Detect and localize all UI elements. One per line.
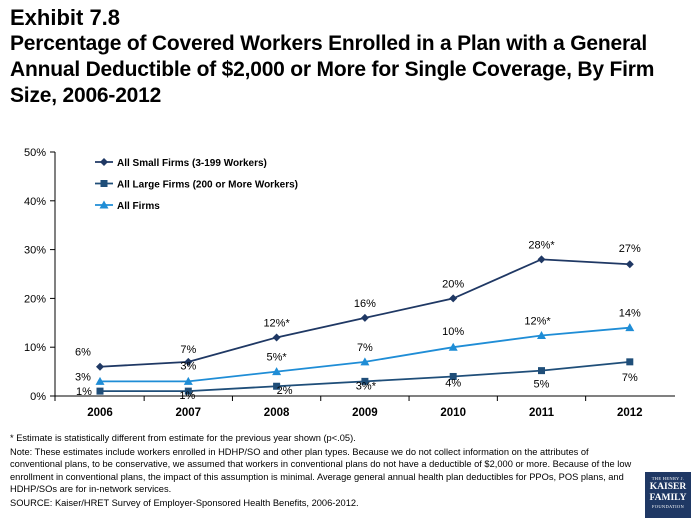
data-label: 27% bbox=[619, 243, 641, 255]
data-label: 1% bbox=[76, 386, 92, 398]
asterisk-note: * Estimate is statistically different fr… bbox=[10, 433, 356, 443]
legend-label: All Firms bbox=[117, 201, 160, 212]
data-label: 20% bbox=[442, 278, 464, 290]
data-point bbox=[272, 367, 282, 376]
x-tick-label: 2006 bbox=[87, 407, 113, 419]
exhibit-label: Exhibit 7.8 bbox=[10, 5, 121, 30]
y-tick-label: 10% bbox=[24, 342, 46, 354]
data-label: 12%* bbox=[524, 315, 551, 327]
chart-title: Percentage of Covered Workers Enrolled i… bbox=[10, 32, 655, 107]
x-tick-label: 2008 bbox=[264, 407, 290, 419]
x-tick-label: 2007 bbox=[176, 407, 202, 419]
legend-marker bbox=[100, 158, 108, 166]
data-label: 3% bbox=[75, 371, 91, 383]
y-tick-label: 0% bbox=[30, 391, 46, 403]
legend-label: All Small Firms (3-199 Workers) bbox=[117, 158, 267, 169]
data-point bbox=[184, 387, 192, 395]
y-tick-label: 40% bbox=[24, 196, 46, 208]
logo-line3: FOUNDATION bbox=[652, 504, 684, 509]
y-tick-label: 50% bbox=[24, 147, 46, 159]
data-label: 5% bbox=[534, 379, 550, 391]
logo-line2a: KAISER bbox=[649, 482, 687, 492]
data-label: 7% bbox=[622, 372, 638, 384]
data-label: 10% bbox=[442, 326, 464, 338]
data-point bbox=[625, 260, 634, 269]
data-point bbox=[538, 367, 545, 375]
data-label: 14% bbox=[619, 308, 641, 320]
line-chart: 0% 10% 20% 30% 40% 50% 2006 2007 2008 2009 2010 201… bbox=[24, 147, 675, 419]
data-label: 7% bbox=[357, 342, 373, 354]
x-tick-label: 2010 bbox=[440, 407, 466, 419]
data-point bbox=[184, 357, 193, 366]
data-point bbox=[625, 323, 635, 332]
data-point bbox=[537, 330, 546, 339]
data-label: 7% bbox=[180, 344, 196, 356]
data-point bbox=[449, 372, 457, 380]
data-point bbox=[360, 357, 370, 366]
data-point bbox=[626, 358, 634, 366]
data-label: 28%* bbox=[528, 239, 555, 251]
data-point bbox=[272, 333, 281, 342]
data-label: 3%* bbox=[356, 380, 377, 392]
data-label: 12%* bbox=[263, 317, 290, 329]
data-point bbox=[449, 294, 458, 303]
methodology-note: Note: These estimates include workers en… bbox=[10, 447, 632, 494]
data-point bbox=[448, 342, 458, 351]
data-label: 3% bbox=[180, 360, 196, 372]
title-block: Exhibit 7.8 Percentage of Covered Worker… bbox=[10, 5, 690, 109]
y-tick-label: 20% bbox=[24, 293, 46, 305]
data-label: 1% bbox=[179, 390, 195, 402]
data-point bbox=[96, 387, 104, 395]
logo-line1: THE HENRY J. bbox=[651, 476, 685, 481]
logo-line2b: FAMILY bbox=[649, 493, 687, 503]
data-label: 6% bbox=[75, 347, 91, 359]
data-label: 5%* bbox=[267, 352, 288, 364]
data-point bbox=[360, 313, 369, 322]
data-point bbox=[361, 377, 369, 385]
x-tick-label: 2012 bbox=[617, 407, 643, 419]
data-point bbox=[537, 255, 546, 264]
data-point bbox=[183, 376, 193, 385]
legend-marker bbox=[100, 180, 108, 187]
kff-logo: THE HENRY J. KAISER FAMILY FOUNDATION bbox=[645, 472, 691, 518]
y-tick-label: 30% bbox=[24, 245, 46, 257]
x-tick-label: 2011 bbox=[529, 407, 555, 419]
x-tick-label: 2009 bbox=[352, 407, 378, 419]
notes-section: * Estimate is statistically different fr… bbox=[10, 432, 640, 511]
legend-label: All Large Firms (200 or More Workers) bbox=[117, 180, 298, 191]
source-note: SOURCE: Kaiser/HRET Survey of Employer-S… bbox=[10, 498, 359, 509]
data-point bbox=[273, 382, 281, 390]
data-label: 16% bbox=[354, 298, 376, 310]
data-label: 2% bbox=[277, 385, 293, 397]
data-point bbox=[96, 362, 104, 371]
data-point bbox=[95, 376, 105, 385]
data-label: 4% bbox=[445, 377, 461, 389]
legend-marker bbox=[99, 200, 109, 209]
